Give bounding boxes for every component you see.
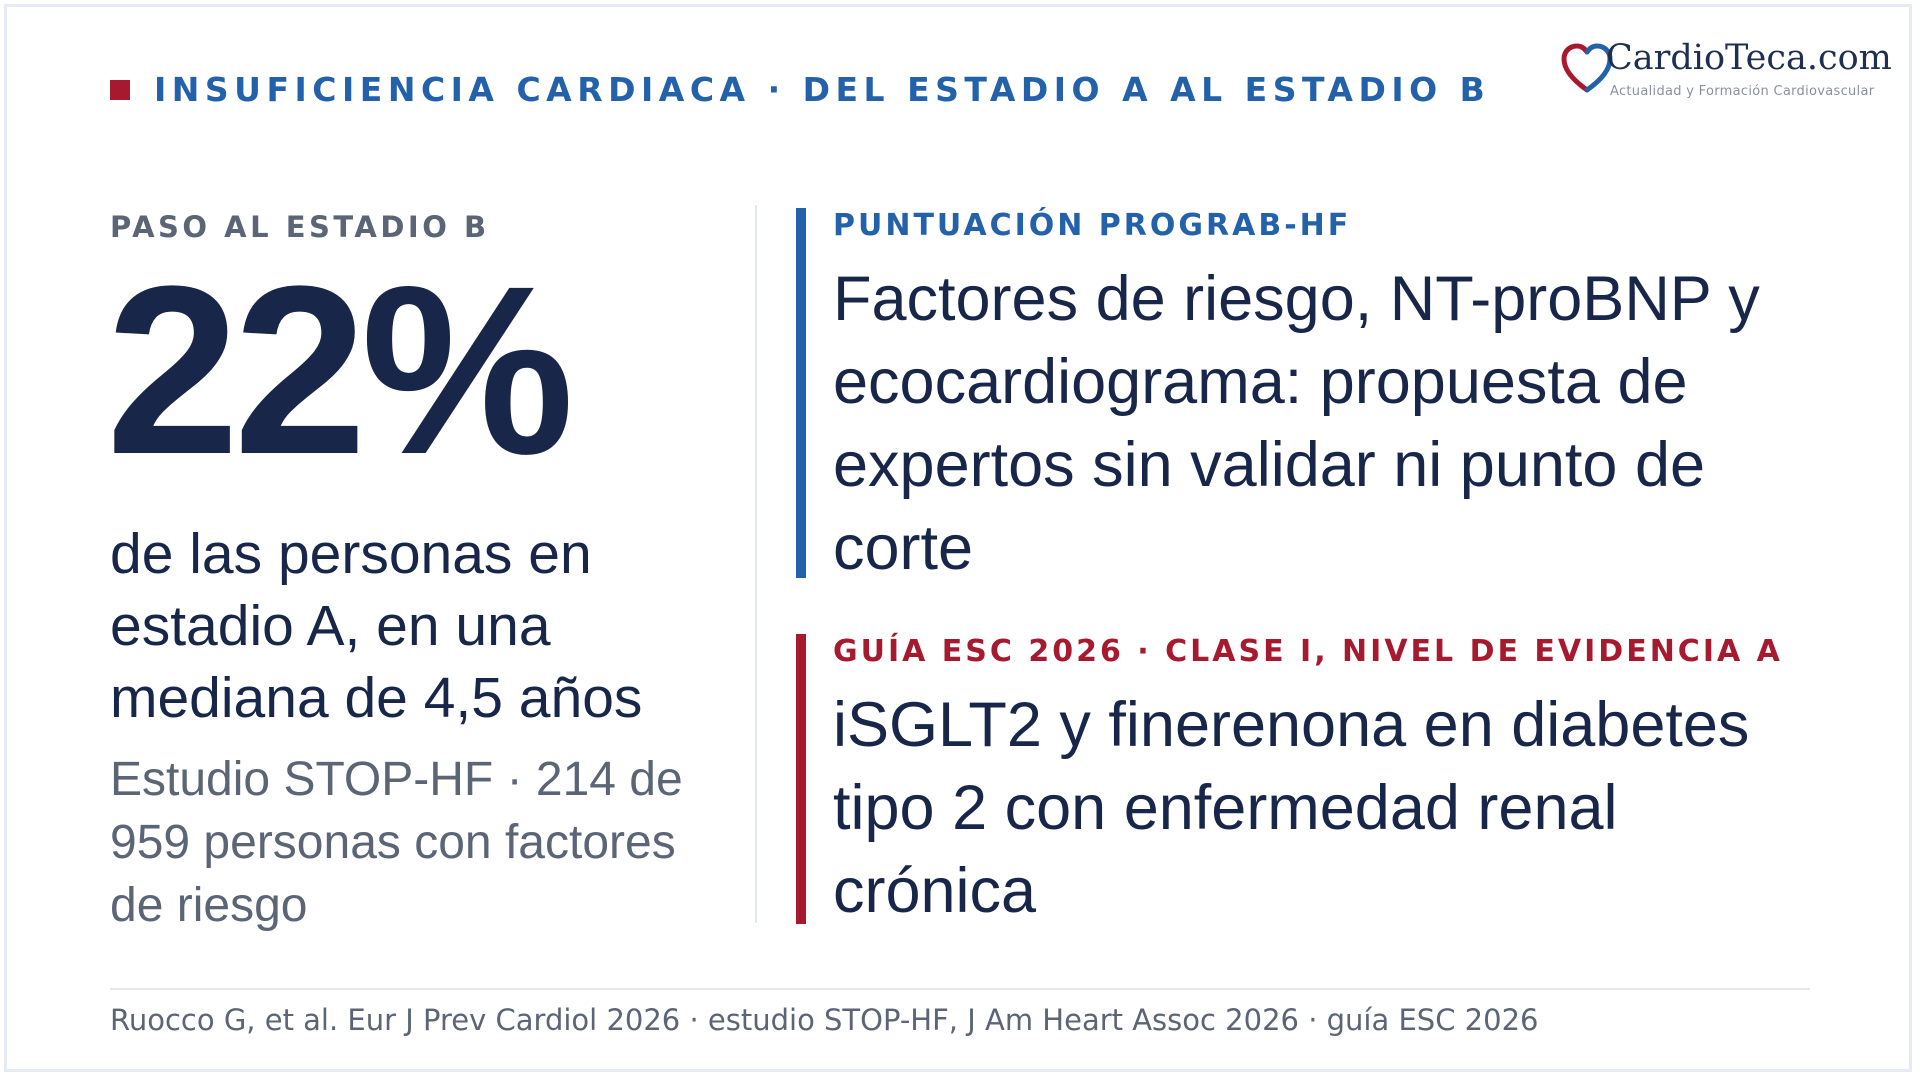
card-text: Factores de riesgo, NT-proBNP y ecocardi… bbox=[833, 264, 1760, 583]
header-kicker: INSUFICIENCIA CARDIACA · DEL ESTADIO A A… bbox=[110, 70, 1490, 109]
logo-name: CardioTeca.com bbox=[1606, 38, 1892, 78]
kicker-text: INSUFICIENCIA CARDIACA · DEL ESTADIO A A… bbox=[154, 70, 1491, 109]
footer-divider bbox=[110, 988, 1810, 990]
vertical-divider bbox=[755, 205, 757, 923]
footer-references: Ruocco G, et al. Eur J Prev Cardiol 2026… bbox=[110, 1003, 1539, 1037]
logo-tagline: Actualidad y Formación Cardiovascular bbox=[1610, 84, 1875, 99]
big-statistic: 22% bbox=[106, 236, 574, 504]
card-label: PUNTUACIÓN PROGRAB-HF bbox=[833, 208, 1352, 243]
stage-b-label: PASO AL ESTADIO B bbox=[110, 210, 490, 244]
card-label: GUÍA ESC 2026 · CLASE I, NIVEL DE EVIDEN… bbox=[833, 634, 1783, 669]
red-square-marker bbox=[110, 79, 130, 100]
slide-frame bbox=[4, 4, 1912, 1072]
blue-accent-bar bbox=[796, 208, 806, 578]
statistic-description: de las personas en estadio A, en una med… bbox=[110, 522, 643, 730]
cardioteca-logo: CardioTeca.com Actualidad y Formación Ca… bbox=[1560, 38, 1892, 108]
heart-icon bbox=[1561, 43, 1613, 93]
card-text: iSGLT2 y finerenona en diabetes tipo 2 c… bbox=[833, 690, 1750, 926]
red-accent-bar bbox=[796, 634, 806, 924]
statistic-source: Estudio STOP-HF · 214 de 959 personas co… bbox=[110, 753, 683, 932]
